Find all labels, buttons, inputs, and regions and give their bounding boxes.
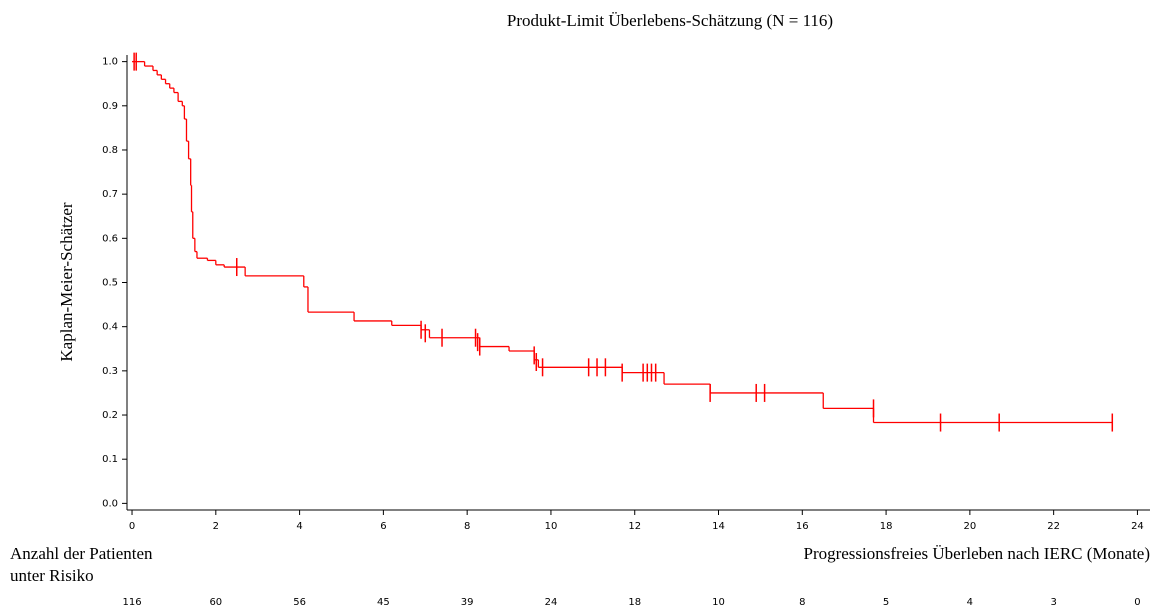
y-tick-label: 0.7: [102, 189, 118, 200]
y-tick-label: 0.1: [102, 454, 118, 465]
x-tick-label: 22: [1047, 521, 1060, 532]
at-risk-count: 60: [209, 597, 222, 608]
at-risk-count: 39: [461, 597, 474, 608]
y-tick-label: 0.8: [102, 145, 118, 156]
y-tick-label: 0.4: [102, 322, 118, 333]
x-tick-label: 16: [796, 521, 809, 532]
at-risk-count: 18: [628, 597, 641, 608]
x-tick-label: 4: [296, 521, 302, 532]
at-risk-count: 4: [967, 597, 973, 608]
at-risk-count: 45: [377, 597, 390, 608]
at-risk-count: 5: [883, 597, 889, 608]
x-tick-label: 20: [963, 521, 976, 532]
x-tick-label: 10: [545, 521, 558, 532]
at-risk-label: unter Risiko: [10, 566, 94, 585]
y-tick-label: 1.0: [102, 57, 118, 68]
y-tick-label: 0.3: [102, 366, 118, 377]
y-axis-label: Kaplan-Meier-Schätzer: [57, 202, 76, 362]
y-tick-label: 0.2: [102, 410, 118, 421]
at-risk-count: 56: [293, 597, 306, 608]
at-risk-count: 8: [799, 597, 805, 608]
y-tick-label: 0.9: [102, 101, 118, 112]
at-risk-label: Anzahl der Patienten: [10, 544, 153, 563]
x-tick-label: 18: [880, 521, 893, 532]
x-tick-label: 8: [464, 521, 470, 532]
y-tick-label: 0.5: [102, 278, 118, 289]
x-tick-label: 12: [628, 521, 641, 532]
x-tick-label: 0: [129, 521, 135, 532]
at-risk-count: 3: [1050, 597, 1056, 608]
x-tick-label: 14: [712, 521, 725, 532]
chart-title: Produkt-Limit Überlebens-Schätzung (N = …: [507, 11, 833, 30]
at-risk-count: 24: [545, 597, 558, 608]
y-tick-label: 0.0: [102, 498, 118, 509]
at-risk-count: 0: [1134, 597, 1140, 608]
at-risk-count: 116: [122, 597, 141, 608]
x-tick-label: 2: [213, 521, 219, 532]
at-risk-count: 10: [712, 597, 725, 608]
x-tick-label: 6: [380, 521, 386, 532]
y-tick-label: 0.6: [102, 233, 118, 244]
x-axis-label: Progressionsfreies Überleben nach IERC (…: [803, 544, 1150, 563]
x-tick-label: 24: [1131, 521, 1144, 532]
